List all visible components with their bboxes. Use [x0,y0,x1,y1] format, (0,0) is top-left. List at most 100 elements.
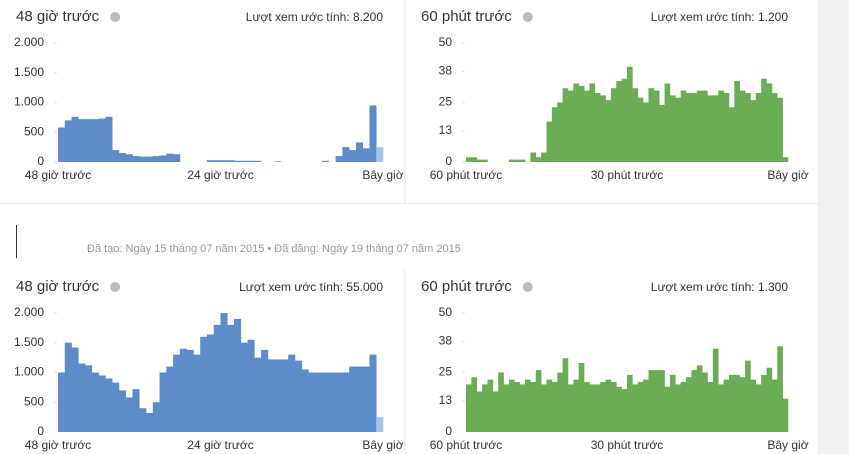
bar [578,362,585,432]
bar [691,92,698,162]
bar [274,359,282,432]
bar [621,78,628,162]
y-tick-label: 1.000 [14,365,44,379]
bar [91,119,99,162]
bar [254,357,262,432]
bar [643,379,649,432]
bar [643,102,649,162]
bar [173,354,181,432]
bar [206,160,215,162]
bar [508,379,515,432]
bar [675,384,681,432]
bar [723,92,730,162]
x-tick-label: 60 phút trước [430,168,503,182]
bar [514,382,520,432]
bar [118,153,127,162]
bar [551,382,558,432]
bar [220,160,228,162]
y-tick-label: 25 [439,365,453,379]
bar [64,342,72,432]
bar [519,159,526,162]
bar [573,83,579,162]
bar [546,121,553,162]
bar [166,153,174,162]
bar [328,372,336,432]
bar [492,391,499,432]
bar [610,382,617,432]
bar [498,372,504,432]
bar [777,97,783,162]
bar [782,157,789,162]
y-tick-label: 50 [439,35,453,49]
bar [669,374,676,432]
chart-title: 48 giờ trước [16,278,100,295]
y-tick-label: 500 [24,124,44,138]
bar [728,107,735,162]
y-tick-label: 1.000 [14,95,44,109]
y-tick-label: 2.000 [14,305,44,319]
bar [342,147,350,162]
bar [707,382,714,432]
bar [664,386,671,432]
y-tick-label: 1.500 [14,65,44,79]
bar [159,372,167,432]
bar [616,386,622,432]
bar [179,348,187,432]
y-tick-label: 38 [439,334,453,348]
bar [487,379,494,432]
bar [562,88,569,162]
y-tick-label: 13 [439,123,453,137]
help-icon [522,282,533,292]
bar [589,384,596,432]
bar [193,354,201,432]
y-tick-label: 0 [37,154,44,168]
bar [771,92,778,162]
bar [632,88,639,162]
bar [362,366,370,432]
bar [702,90,708,162]
help-icon [522,12,533,22]
x-tick-label: 30 phút trước [591,438,664,452]
bar [567,90,574,162]
bar [600,382,606,432]
bar [105,378,113,432]
subtitle: Lượt xem ước tính: 55.000 [239,280,383,294]
bar [589,83,596,162]
bar [146,412,154,432]
bar [675,97,681,162]
bar [745,92,751,162]
bar [132,389,140,432]
bar [739,90,746,162]
bar [85,119,93,162]
bar [267,359,275,432]
bar [750,379,757,432]
bar [85,365,93,432]
bar [240,342,248,432]
x-tick-label: Bây giờ [362,438,403,452]
bar [98,118,106,162]
bar [562,358,569,432]
bar [771,379,778,432]
bar [482,159,488,162]
bar [482,384,488,432]
bar [514,159,520,162]
bar [535,370,542,432]
bar [755,92,762,162]
meta-text: Đã tạo: Ngày 15 tháng 07 năm 2015 • Đã đ… [87,243,461,255]
bar [274,161,282,162]
x-tick-label: 24 giờ trước [187,168,253,182]
bar [761,374,767,432]
bar [288,354,296,432]
chart-title: 60 phút trước [421,8,512,25]
bar [503,384,510,432]
bar [519,384,526,432]
bar [301,369,309,432]
subtitle: Lượt xem ước tính: 1.200 [651,10,789,24]
y-tick-label: 25 [439,95,453,109]
bar [653,370,660,432]
bar [686,92,692,162]
x-tick-label: Bây giờ [767,168,808,182]
bar [308,372,316,432]
bar [761,78,767,162]
